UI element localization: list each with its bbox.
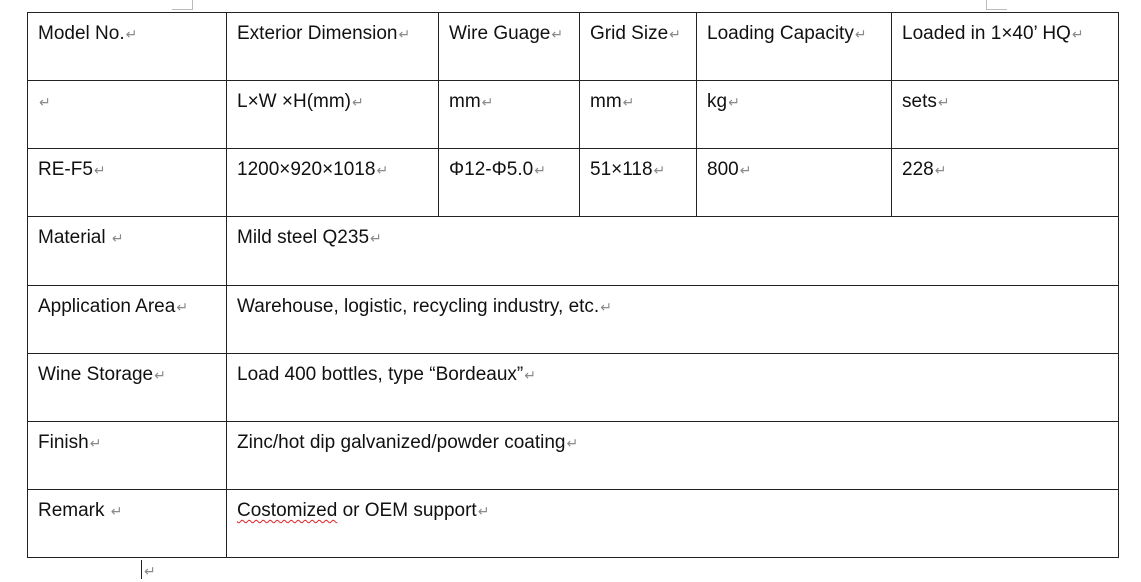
table-cell[interactable]: mm (438, 80, 580, 149)
table-cell[interactable]: kg (696, 80, 892, 149)
cell-text: Exterior Dimension (237, 23, 410, 44)
row-value-cell[interactable]: Costomized or OEM support (226, 489, 1119, 558)
table-cell[interactable]: RE-F5 (27, 148, 227, 217)
cell-text: Model No. (38, 23, 137, 44)
table-cell[interactable]: 228 (891, 148, 1119, 217)
table-cell[interactable]: Grid Size (579, 12, 697, 81)
table-cell[interactable] (27, 80, 227, 149)
cell-text: 1200×920×1018 (237, 159, 388, 180)
table-cell[interactable]: 1200×920×1018 (226, 148, 439, 217)
cell-text: Finish (38, 432, 101, 453)
row-label-cell[interactable]: Application Area (27, 285, 227, 354)
cell-text: Φ12-Φ5.0 (449, 159, 546, 180)
cell-text: mm (590, 91, 634, 112)
cell-text: sets (902, 91, 950, 112)
row-label-cell[interactable]: Wine Storage (27, 353, 227, 422)
table-cell[interactable]: Exterior Dimension (226, 12, 439, 81)
table-cell[interactable]: Wire Guage (438, 12, 580, 81)
cell-text: L×W ×H(mm) (237, 91, 364, 112)
row-label-cell[interactable]: Material (27, 216, 227, 286)
row-value-cell[interactable]: Mild steel Q235 (226, 216, 1119, 286)
cell-text: mm (449, 91, 493, 112)
cell-text: Wire Guage (449, 23, 563, 44)
row-label-cell[interactable]: Remark (27, 489, 227, 558)
table-cell[interactable]: mm (579, 80, 697, 149)
table-cell[interactable]: Loading Capacity (696, 12, 892, 81)
cell-text: Zinc/hot dip galvanized/powder coating (237, 432, 578, 453)
cell-text: Warehouse, logistic, recycling industry,… (237, 296, 612, 317)
text-cursor (141, 560, 142, 579)
table-cell[interactable]: Model No. (27, 12, 227, 81)
page-margin-marker-right (986, 0, 1007, 10)
page-margin-marker-left (172, 0, 193, 10)
cell-text: Wine Storage (38, 364, 166, 385)
cell-text: or OEM support (337, 500, 489, 521)
cell-text: Load 400 bottles, type “Bordeaux” (237, 364, 536, 385)
row-value-cell[interactable]: Load 400 bottles, type “Bordeaux” (226, 353, 1119, 422)
cell-text: kg (707, 91, 740, 112)
cell-text: Remark (38, 500, 123, 521)
table-cell[interactable]: Φ12-Φ5.0 (438, 148, 580, 217)
table-cell[interactable]: 51×118 (579, 148, 697, 217)
cell-text: 51×118 (590, 159, 665, 180)
table-cell[interactable]: sets (891, 80, 1119, 149)
cell-text: Loading Capacity (707, 23, 867, 44)
cell-text: Material (38, 227, 124, 248)
cell-text: Loaded in 1×40’ HQ (902, 23, 1084, 44)
table-cell[interactable]: L×W ×H(mm) (226, 80, 439, 149)
cell-text: Mild steel Q235 (237, 227, 382, 248)
row-value-cell[interactable]: Warehouse, logistic, recycling industry,… (226, 285, 1119, 354)
row-label-cell[interactable]: Finish (27, 421, 227, 490)
table-cell[interactable]: Loaded in 1×40’ HQ (891, 12, 1119, 81)
cell-text (38, 91, 51, 112)
cell-text: 228 (902, 159, 946, 180)
cell-text: Grid Size (590, 23, 681, 44)
cell-text: RE-F5 (38, 159, 106, 180)
cell-text: Application Area (38, 296, 188, 317)
cell-text: 800 (707, 159, 751, 180)
misspelled-word: Costomized (237, 500, 338, 521)
table-cell[interactable]: 800 (696, 148, 892, 217)
row-value-cell[interactable]: Zinc/hot dip galvanized/powder coating (226, 421, 1119, 490)
